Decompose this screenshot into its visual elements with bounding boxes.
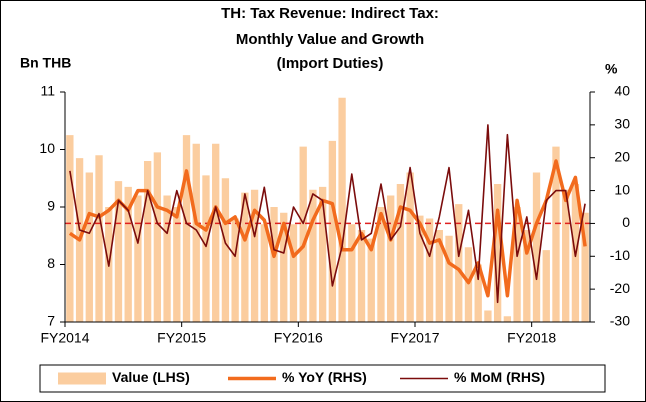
bar	[396, 184, 405, 322]
bar	[299, 146, 307, 322]
y2-tick-label: 20	[614, 148, 630, 164]
bar	[484, 310, 492, 322]
bar	[260, 224, 268, 322]
x-tick-label: FY2014	[40, 330, 89, 346]
y2-tick-label: 30	[614, 116, 630, 132]
bar	[66, 135, 74, 322]
legend-label: % MoM (RHS)	[454, 369, 545, 385]
bar	[338, 97, 346, 322]
bar	[367, 238, 375, 322]
y-tick-label: 11	[40, 83, 55, 99]
bar	[377, 207, 385, 322]
chart-title: (Import Duties)	[277, 55, 384, 72]
y2-tick-label: 0	[622, 214, 630, 230]
bar	[114, 181, 123, 322]
bar	[425, 218, 434, 322]
y2-tick-label: 40	[614, 83, 630, 99]
chart-title: TH: Tax Revenue: Indirect Tax:	[221, 5, 439, 22]
bar	[474, 264, 482, 322]
bar	[445, 235, 453, 322]
x-tick-label: FY2016	[274, 330, 323, 346]
y2-tick-label: -30	[610, 313, 630, 329]
bar	[416, 215, 424, 322]
bar	[503, 316, 512, 322]
y2-tick-label: -10	[610, 247, 630, 263]
bar	[455, 204, 463, 322]
chart-title: Monthly Value and Growth	[236, 31, 424, 48]
bar	[134, 195, 142, 322]
bar	[143, 161, 152, 322]
bar	[173, 207, 181, 322]
legend-label: % YoY (RHS)	[282, 369, 367, 385]
y-tick-label: 7	[47, 313, 55, 329]
bar	[280, 212, 288, 322]
y-tick-label: 9	[47, 198, 55, 214]
bar	[328, 140, 337, 322]
legend	[39, 364, 606, 393]
bar	[309, 189, 317, 322]
bar	[289, 224, 298, 322]
y-axis-label: Bn THB	[20, 55, 71, 71]
bar	[241, 192, 249, 322]
bar	[493, 184, 502, 322]
bar	[153, 152, 162, 322]
bar	[182, 135, 191, 322]
y-tick-label: 10	[39, 140, 55, 156]
bar	[192, 143, 200, 322]
bar	[357, 230, 366, 322]
line	[69, 124, 586, 304]
bar	[163, 195, 171, 322]
x-tick-label: FY2015	[157, 330, 206, 346]
bar	[542, 250, 550, 322]
y2-tick-label: 10	[614, 181, 630, 197]
bar	[435, 230, 443, 322]
bar	[387, 195, 395, 322]
bar	[464, 247, 473, 322]
bar	[202, 175, 210, 322]
bar	[85, 172, 93, 322]
legend-swatch	[58, 372, 106, 385]
line	[68, 159, 587, 298]
bar	[406, 172, 414, 322]
bar	[532, 172, 541, 322]
bar	[318, 186, 327, 322]
bar	[212, 143, 220, 322]
bar	[231, 218, 239, 322]
bar	[124, 186, 132, 322]
bar	[95, 155, 103, 322]
y2-axis-label: %	[605, 61, 618, 77]
legend-label: Value (LHS)	[112, 369, 190, 385]
x-tick-label: FY2017	[390, 330, 439, 346]
y-tick-label: 8	[47, 255, 55, 271]
bar	[348, 224, 356, 322]
bar	[523, 230, 531, 322]
x-tick-label: FY2018	[507, 330, 556, 346]
bar	[221, 178, 230, 322]
bar	[581, 212, 589, 322]
bar	[513, 207, 521, 322]
bar	[562, 189, 570, 322]
bar	[270, 207, 278, 322]
bar	[250, 189, 259, 322]
y2-tick-label: -20	[610, 280, 630, 296]
bar	[552, 146, 560, 322]
